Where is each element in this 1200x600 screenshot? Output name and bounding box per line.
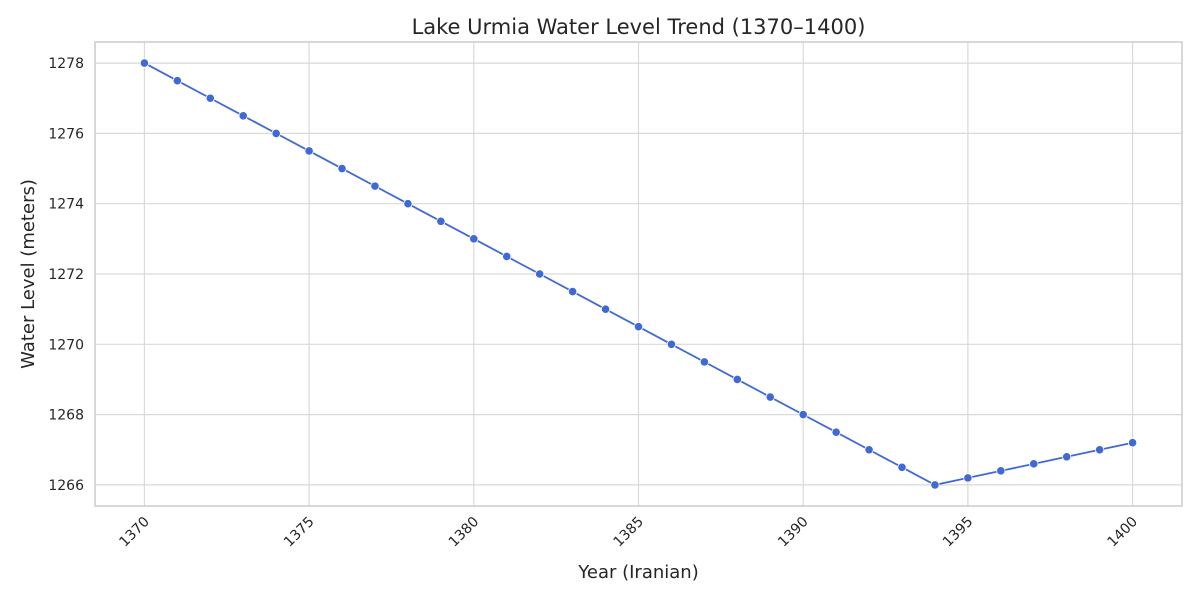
data-point (1095, 445, 1105, 455)
y-tick-label: 1278 (48, 56, 84, 72)
data-point (337, 163, 347, 174)
data-point (436, 216, 446, 226)
data-point (139, 58, 150, 68)
data-point (1029, 459, 1039, 469)
y-tick-label: 1270 (48, 337, 84, 353)
data-point (370, 181, 380, 191)
data-point (271, 128, 281, 138)
y-axis-label: Water Level (meters) (18, 179, 39, 369)
x-axis-label: Year (Iranian) (577, 562, 698, 583)
data-point (304, 146, 314, 156)
data-point (831, 427, 841, 437)
data-point (732, 374, 742, 385)
data-point (798, 410, 808, 420)
data-point (963, 473, 973, 483)
data-point (1127, 438, 1138, 448)
data-point (996, 466, 1006, 476)
y-tick-label: 1266 (48, 478, 84, 494)
data-point (930, 480, 940, 490)
y-tick-label: 1272 (48, 267, 84, 283)
data-point (238, 111, 248, 121)
y-tick-label: 1276 (48, 126, 84, 142)
data-point (600, 304, 611, 314)
plot-frame (94, 41, 1183, 507)
data-point (469, 234, 479, 244)
data-point (633, 322, 644, 332)
data-point (1062, 452, 1072, 462)
series-layer (139, 58, 1138, 490)
data-point (535, 269, 545, 279)
data-point (502, 251, 512, 262)
data-point (897, 462, 907, 472)
y-tick-label: 1274 (48, 197, 84, 213)
data-point (403, 199, 413, 209)
data-point (765, 392, 775, 402)
chart-title: Lake Urmia Water Level Trend (1370–1400) (412, 15, 866, 39)
data-point (699, 357, 709, 367)
data-point (205, 93, 215, 103)
data-point (864, 445, 874, 455)
y-tick-label: 1268 (48, 408, 84, 424)
data-point (568, 286, 578, 297)
data-point (666, 339, 677, 349)
grid-layer (95, 42, 1182, 506)
data-point (172, 76, 182, 86)
